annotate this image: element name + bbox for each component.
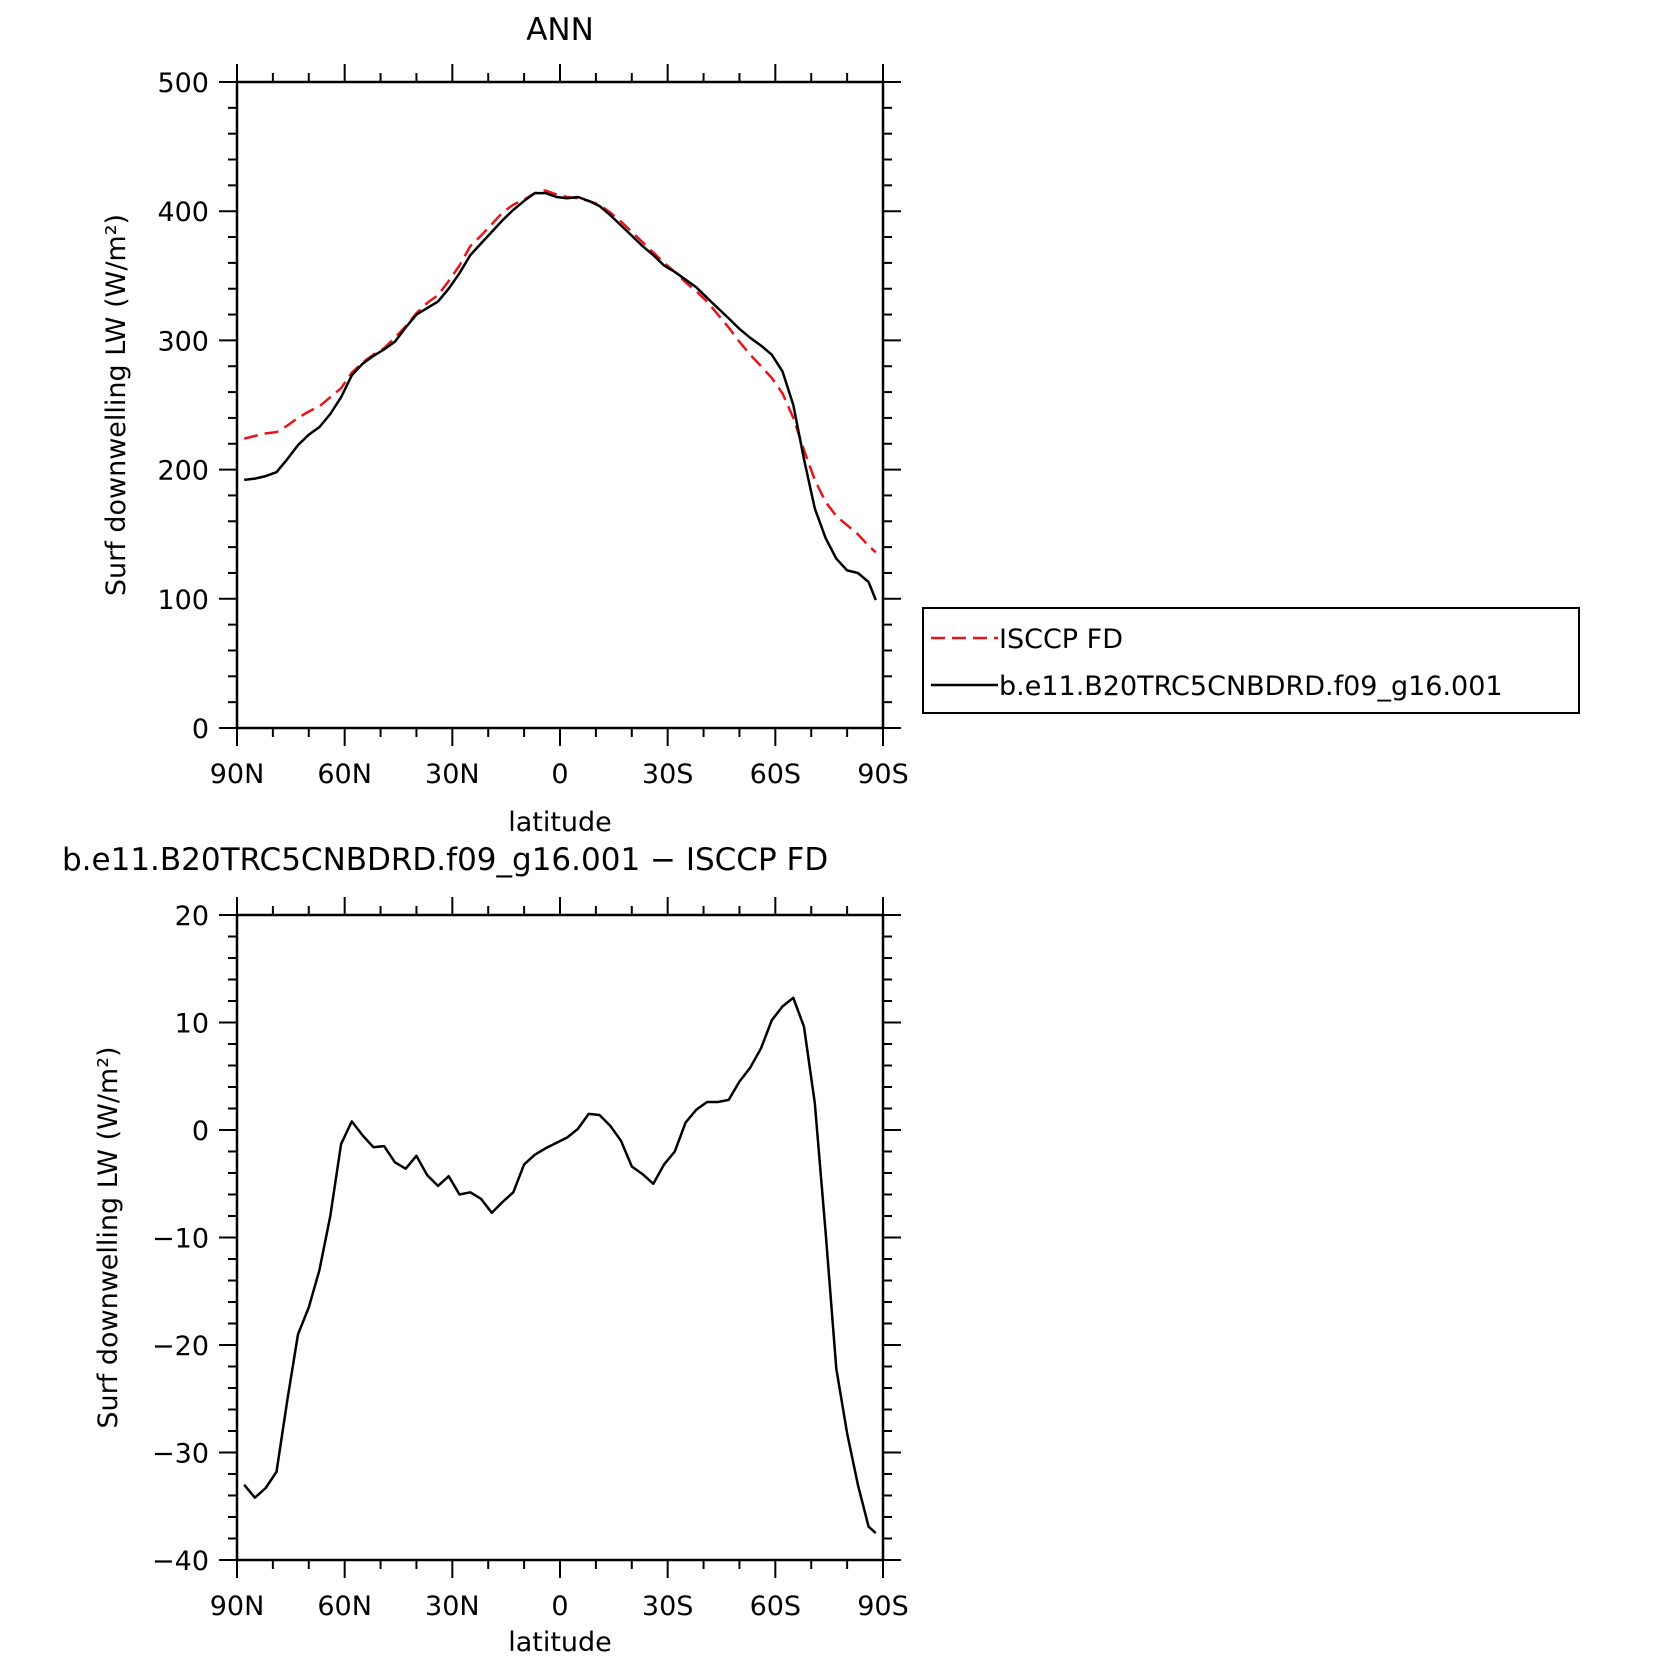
x-tick-label: 90N [210,1591,265,1622]
x-axis-label: latitude [508,807,612,838]
legend-entry: ISCCP FD [999,624,1123,655]
chart-title: b.e11.B20TRC5CNBDRD.f09_g16.001 − ISCCP … [62,842,828,878]
x-tick-label: 90S [857,1591,909,1622]
series-line-0-1 [244,191,877,601]
y-tick-label: 0 [192,714,209,745]
y-tick-label: 500 [157,68,209,99]
legend-box [922,607,1580,714]
x-tick-label: 30S [642,759,694,790]
x-tick-label: 30S [642,1591,694,1622]
legend-entry: b.e11.B20TRC5CNBDRD.f09_g16.001 [999,671,1503,702]
y-tick-label: 0 [192,1116,209,1147]
x-tick-label: 60S [750,759,802,790]
y-tick-label: −30 [152,1439,209,1470]
x-tick-label: 60N [317,759,372,790]
y-tick-label: 10 [175,1009,209,1040]
y-axis-label: Surf downwelling LW (W/m²) [101,214,132,596]
x-axis-label: latitude [508,1627,612,1658]
plot-frame-0 [235,80,885,730]
x-tick-label: 0 [551,759,568,790]
y-tick-label: 200 [157,456,209,487]
y-tick-label: 100 [157,585,209,616]
y-tick-label: 300 [157,326,209,357]
x-tick-label: 90N [210,759,265,790]
y-axis-label: Surf downwelling LW (W/m²) [93,1046,124,1428]
x-tick-label: 30N [425,1591,480,1622]
series-line-1-0 [243,996,877,1535]
y-tick-label: −40 [152,1546,209,1577]
x-tick-label: 90S [857,759,909,790]
plot-frame-1 [235,913,885,1562]
y-tick-label: −10 [152,1224,209,1255]
y-tick-label: 20 [175,901,209,932]
x-tick-label: 30N [425,759,480,790]
x-tick-label: 60N [317,1591,372,1622]
x-tick-label: 0 [551,1591,568,1622]
y-tick-label: 400 [157,197,209,228]
chart-title: ANN [526,12,594,48]
series-line-0-0 [243,189,877,554]
x-tick-label: 60S [750,1591,802,1622]
y-tick-label: −20 [152,1331,209,1362]
